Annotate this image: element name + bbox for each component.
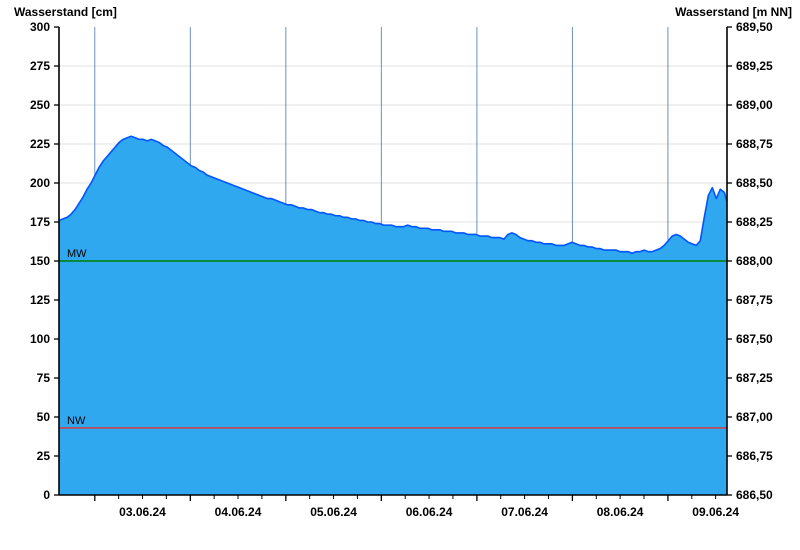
right-tick-label: 686,75	[736, 449, 773, 463]
reference-line-label: NW	[67, 415, 86, 427]
left-tick-label: 150	[30, 254, 50, 268]
right-tick-label: 688,50	[736, 176, 773, 190]
left-tick-label: 0	[43, 488, 50, 502]
left-tick-label: 175	[30, 215, 50, 229]
left-tick-label: 225	[30, 137, 50, 151]
right-tick-label: 688,00	[736, 254, 773, 268]
x-tick-label: 08.06.24	[597, 505, 644, 519]
right-tick-label: 687,50	[736, 332, 773, 346]
right-tick-label: 689,50	[736, 20, 773, 34]
right-tick-label: 689,25	[736, 59, 773, 73]
left-tick-label: 275	[30, 59, 50, 73]
right-tick-label: 688,75	[736, 137, 773, 151]
left-tick-label: 100	[30, 332, 50, 346]
x-tick-label: 07.06.24	[501, 505, 548, 519]
water-level-series	[58, 135, 728, 495]
x-tick-label: 04.06.24	[215, 505, 262, 519]
reference-line-label: MW	[67, 248, 87, 260]
right-tick-label: 689,00	[736, 98, 773, 112]
axis-ticks	[54, 26, 732, 501]
reference-lines: MW NW	[59, 248, 727, 429]
left-tick-label: 200	[30, 176, 50, 190]
x-tick-label: 03.06.24	[119, 505, 166, 519]
left-axis-title: Wasserstand [cm]	[14, 5, 117, 19]
right-tick-label: 686,50	[736, 488, 773, 502]
right-tick-label: 687,25	[736, 371, 773, 385]
x-tick-label: 06.06.24	[406, 505, 453, 519]
left-tick-label: 75	[37, 371, 51, 385]
left-tick-label: 25	[37, 449, 51, 463]
right-tick-label: 687,00	[736, 410, 773, 424]
left-tick-label: 300	[30, 20, 50, 34]
right-tick-label: 687,75	[736, 293, 773, 307]
left-tick-label: 250	[30, 98, 50, 112]
right-axis-title: Wasserstand [m NN]	[675, 5, 792, 19]
right-tick-label: 688,25	[736, 215, 773, 229]
x-tick-label: 05.06.24	[310, 505, 357, 519]
left-tick-label: 125	[30, 293, 50, 307]
left-tick-label: 50	[37, 410, 51, 424]
x-tick-label: 09.06.24	[692, 505, 739, 519]
